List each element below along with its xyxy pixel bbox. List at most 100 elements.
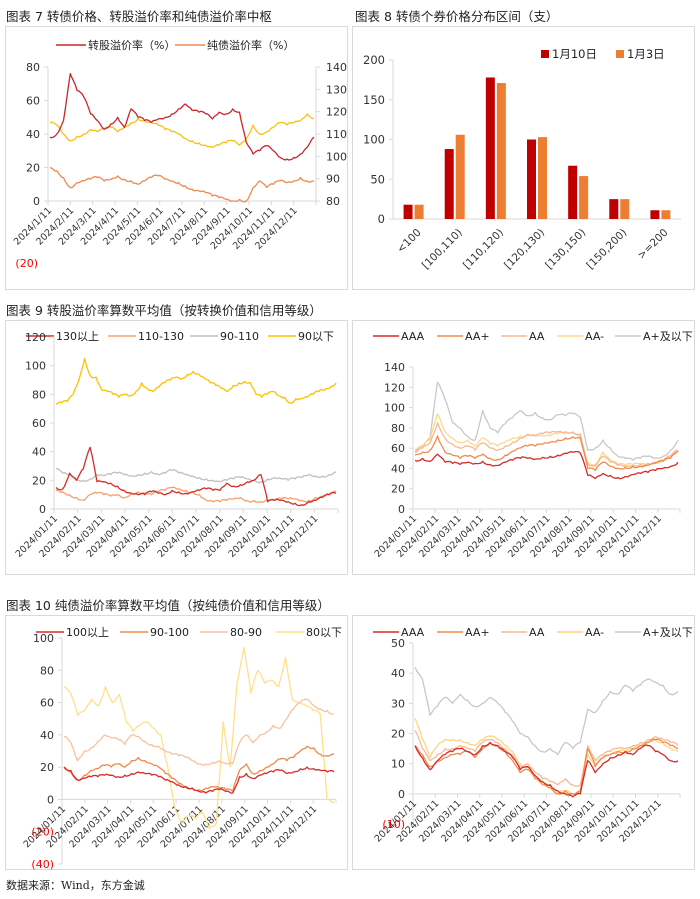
series-line-2	[414, 435, 679, 472]
x-tick-label: [150,200)	[584, 227, 629, 272]
legend-item: 纯债溢价率（%）	[175, 38, 294, 52]
series-line-4	[55, 357, 337, 405]
chart7-title: 图表 7 转债价格、转股溢价率和纯债溢价率中枢	[6, 9, 272, 24]
legend-label: A+及以下	[643, 330, 693, 343]
data-source-note: 数据来源：Wind，东方金诚	[6, 879, 145, 892]
y-tick-label: 80	[26, 61, 40, 74]
series-line-5	[414, 381, 679, 461]
series-line-1	[49, 73, 315, 161]
y-tick-label: 50	[370, 172, 385, 186]
legend-item: AA+	[437, 626, 490, 639]
c10a-svg: 100以上 90-100 80-90 80以下 (40) (20) 0 20 40 60 80 100…	[22, 626, 342, 871]
legend-item: 80以下	[276, 626, 342, 639]
y-tick-label: 40	[391, 667, 405, 680]
c10b-svg: AAA AA+ AA AA- A+及以下(10)010203040502024/01/1…	[373, 626, 693, 845]
legend-item: AA	[501, 626, 545, 639]
y-tick-label: 60	[40, 697, 54, 710]
y-tick-label: 50	[391, 637, 405, 650]
series-line-2	[49, 166, 315, 203]
bar-jan10	[485, 77, 495, 219]
legend-swatch	[616, 50, 624, 58]
y-tick-label: 80	[40, 664, 54, 677]
series-line-3	[49, 113, 315, 149]
bar-jan10	[403, 204, 413, 219]
y-tick-label: 140	[384, 361, 405, 374]
legend-label: AA-	[585, 330, 604, 343]
y-tick-label: 40	[32, 446, 46, 459]
bar-jan3	[455, 134, 465, 219]
y-tick-label: 10	[391, 758, 405, 771]
chart8-title: 图表 8 转债个券价格分布区间（支）	[355, 9, 559, 24]
x-tick-label: [120,130)	[502, 227, 547, 272]
bar-jan3	[620, 199, 630, 219]
y2-tick-label: 90	[326, 173, 340, 186]
legend-item: 90-100	[120, 626, 189, 639]
legend-swatch	[541, 50, 549, 58]
y-tick-label: (40)	[31, 858, 54, 871]
x-tick-label: [130,150)	[543, 227, 588, 272]
x-tick-label: <100	[395, 227, 424, 256]
series-line-1	[414, 741, 679, 798]
y-tick-label: 80	[391, 422, 405, 435]
series-line-3	[414, 730, 679, 787]
legend-label: 1月10日	[552, 47, 597, 61]
series-line-2	[414, 738, 679, 795]
legend-item: 80-90	[200, 626, 262, 639]
bar-jan3	[414, 204, 424, 219]
y2-tick-label: 80	[326, 195, 340, 208]
y-tick-label: 120	[25, 331, 46, 344]
legend-item: 90以下	[268, 330, 334, 343]
legend-item: AA+	[437, 330, 490, 343]
legend-label: A+及以下	[643, 626, 693, 639]
bar-jan10	[527, 139, 536, 219]
series-line-5	[414, 666, 679, 756]
series-line-4	[414, 718, 679, 796]
y-tick-label: 0	[398, 503, 405, 516]
legend-item: A+及以下	[615, 330, 693, 343]
y-tick-label: 0	[39, 503, 46, 516]
series-line-3	[63, 698, 335, 766]
y-tick-label: 30	[391, 697, 405, 710]
legend-label: 1月3日	[627, 47, 665, 61]
y-tick-label: 0	[378, 212, 385, 226]
legend-item: 100以上	[36, 626, 109, 639]
y-tick-label: 150	[363, 93, 385, 107]
chart10-right-container: AAA AA+ AA AA- A+及以下 (10) 0 10 20 30 40 50 2024/01/1…	[352, 615, 695, 870]
y-tick-label: 0	[47, 793, 54, 806]
y-tick-label: 40	[391, 462, 405, 475]
legend-label: AA	[529, 330, 545, 343]
c9a-svg: 130以上 110-130 90-110 90以下020406080100120202…	[14, 330, 339, 560]
legend-item: 130以上	[26, 330, 99, 343]
legend-label: AAA	[401, 330, 425, 343]
y-tick-label: 20	[391, 728, 405, 741]
legend-label: 纯债溢价率（%）	[207, 38, 294, 52]
chart10-title: 图表 10 纯债溢价率算数平均值（按纯债价值和信用等级）	[6, 598, 330, 613]
legend-item: A+及以下	[615, 626, 693, 639]
y-tick-label: 0	[398, 788, 405, 801]
c8-svg: 0 50 100 150 200 <100[100,110)[110,120)[120,1…	[363, 47, 681, 272]
legend-label: 100以上	[66, 626, 109, 639]
y-tick-label: 20	[26, 162, 40, 175]
legend-label: 90以下	[298, 330, 334, 343]
chart7-container: 转股溢价率（%） 纯债溢价率（%） 0 20 40 60 80 2024/1/11 2024/2…	[5, 26, 348, 290]
y-tick-label: 100	[384, 402, 405, 415]
series-line-1	[414, 450, 679, 480]
legend-item: AA-	[557, 626, 604, 639]
legend-item: 110-130	[108, 330, 184, 343]
chart8-container: 0 50 100 150 200 <100 [100,110) [110,120) [120,1…	[352, 26, 695, 290]
y2-tick-label: 120	[326, 106, 347, 119]
x-tick-label: [100,110)	[420, 227, 465, 272]
c9b-svg: AAA AA+ AA AA- A+及以下0204060801001201402024/0…	[373, 330, 693, 560]
bar-jan10	[568, 165, 578, 219]
legend-item: AA-	[557, 330, 604, 343]
y2-tick-label: 130	[326, 83, 347, 96]
y2-tick-label: 140	[326, 61, 347, 74]
bar-jan3	[496, 83, 506, 220]
series-line-1	[63, 766, 335, 794]
legend-label: 110-130	[138, 330, 184, 343]
y-tick-label: 80	[32, 388, 46, 401]
legend-item: AAA	[373, 626, 425, 639]
chart9-right-container: AAA AA+ AA AA- A+及以下 0 20 40 60 80 100 120 140 2024/0…	[352, 320, 695, 575]
bar-jan3	[661, 210, 671, 219]
series-line-3	[414, 422, 679, 468]
